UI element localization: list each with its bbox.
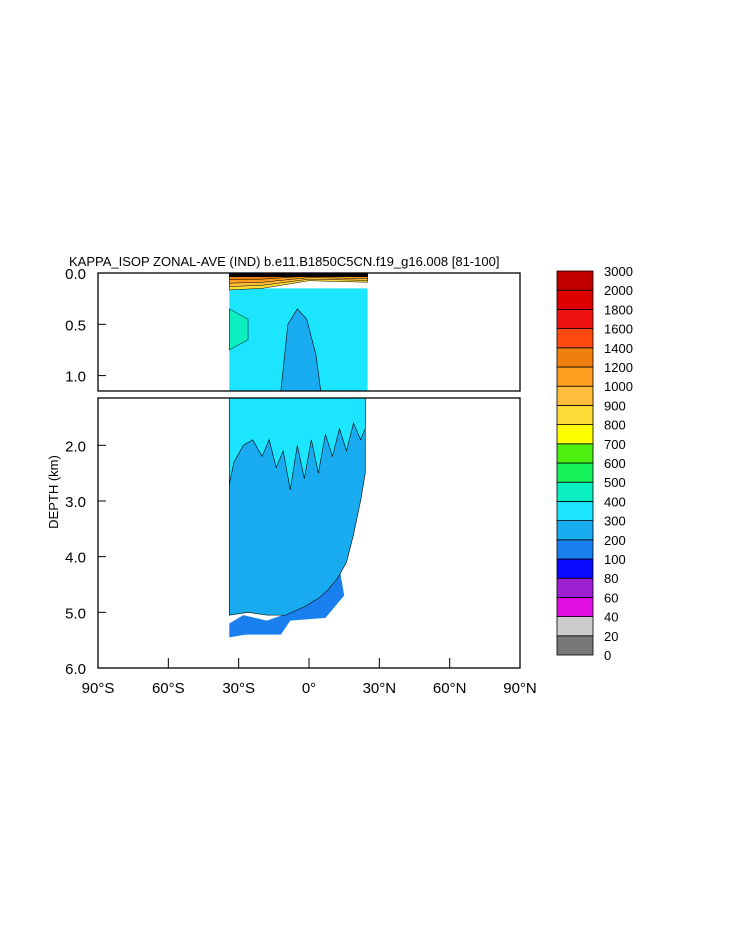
upper-ytick-label: 0.0 bbox=[65, 266, 86, 283]
colorbar-label: 500 bbox=[604, 475, 626, 490]
colorbar-swatch bbox=[556, 597, 594, 618]
colorbar-swatch bbox=[556, 308, 594, 329]
colorbar-label: 60 bbox=[604, 590, 618, 605]
colorbar-swatch bbox=[556, 539, 594, 560]
lower-ytick-label: 2.0 bbox=[65, 438, 86, 455]
lower-panel-contours bbox=[228, 397, 366, 638]
colorbar: 0 20 40 60 80 100 200 300 400 500 600 700 800 900 1000… bbox=[556, 264, 633, 663]
colorbar-label: 200 bbox=[604, 533, 626, 548]
colorbar-swatch bbox=[556, 558, 594, 579]
colorbar-label: 800 bbox=[604, 418, 626, 433]
colorbar-label: 1000 bbox=[604, 379, 633, 394]
xtick-label: 90°N bbox=[503, 680, 537, 697]
colorbar-swatch bbox=[556, 462, 594, 483]
upper-panel-frame bbox=[97, 272, 521, 392]
colorbar-label: 1600 bbox=[604, 322, 633, 337]
surface-top-line bbox=[229, 273, 368, 277]
xtick-label: 0° bbox=[302, 680, 316, 697]
upper-ytick-label: 0.5 bbox=[65, 317, 86, 334]
colorbar-label: 900 bbox=[604, 398, 626, 413]
colorbar-label: 300 bbox=[604, 514, 626, 529]
colorbar-label: 1200 bbox=[604, 360, 633, 375]
region-400-500 bbox=[229, 308, 249, 351]
colorbar-label: 0 bbox=[604, 648, 611, 663]
colorbar-label: 600 bbox=[604, 456, 626, 471]
colorbar-swatch bbox=[556, 385, 594, 406]
colorbar-swatch bbox=[556, 500, 594, 521]
xtick-label: 60°S bbox=[152, 680, 185, 697]
upper-panel-contours bbox=[229, 272, 368, 392]
lower-ytick-label: 3.0 bbox=[65, 494, 86, 511]
colorbar-swatch bbox=[556, 577, 594, 598]
colorbar-swatch bbox=[556, 404, 594, 425]
chart-title: KAPPA_ISOP ZONAL-AVE (IND) b.e11.B1850C5… bbox=[69, 254, 499, 269]
colorbar-label: 1400 bbox=[604, 341, 633, 356]
colorbar-label: 100 bbox=[604, 552, 626, 567]
region-300-400-lower bbox=[228, 397, 366, 490]
colorbar-swatch bbox=[556, 424, 594, 445]
colorbar-label: 1800 bbox=[604, 302, 633, 317]
upper-ytick-label: 1.0 bbox=[65, 369, 86, 386]
xtick-label: 30°S bbox=[222, 680, 255, 697]
xtick-label: 90°S bbox=[82, 680, 115, 697]
lower-ytick-label: 4.0 bbox=[65, 550, 86, 567]
colorbar-swatch bbox=[556, 616, 594, 637]
colorbar-label: 700 bbox=[604, 437, 626, 452]
colorbar-swatch bbox=[556, 443, 594, 464]
colorbar-swatch bbox=[556, 328, 594, 349]
colorbar-swatch bbox=[556, 366, 594, 387]
colorbar-swatch bbox=[556, 347, 594, 368]
colorbar-label: 3000 bbox=[604, 264, 633, 279]
colorbar-label: 2000 bbox=[604, 283, 633, 298]
colorbar-swatch bbox=[556, 520, 594, 541]
colorbar-label: 400 bbox=[604, 494, 626, 509]
xtick-label: 30°N bbox=[363, 680, 397, 697]
lower-ytick-label: 6.0 bbox=[65, 661, 86, 678]
colorbar-swatch bbox=[556, 481, 594, 502]
colorbar-swatch bbox=[556, 289, 594, 310]
axes: 0.0 0.5 1.0 2.0 3.0 4.0 5.0 6.0 90°S 60°S 30°S 0° 30… bbox=[65, 266, 537, 697]
lower-ytick-label: 5.0 bbox=[65, 605, 86, 622]
region-100-200 bbox=[229, 567, 345, 638]
colorbar-swatch bbox=[556, 635, 594, 656]
xtick-label: 60°N bbox=[433, 680, 467, 697]
colorbar-label: 40 bbox=[604, 610, 618, 625]
colorbar-label: 20 bbox=[604, 629, 618, 644]
colorbar-swatch bbox=[556, 270, 594, 291]
colorbar-label: 80 bbox=[604, 571, 618, 586]
y-axis-label: DEPTH (km) bbox=[46, 455, 61, 529]
